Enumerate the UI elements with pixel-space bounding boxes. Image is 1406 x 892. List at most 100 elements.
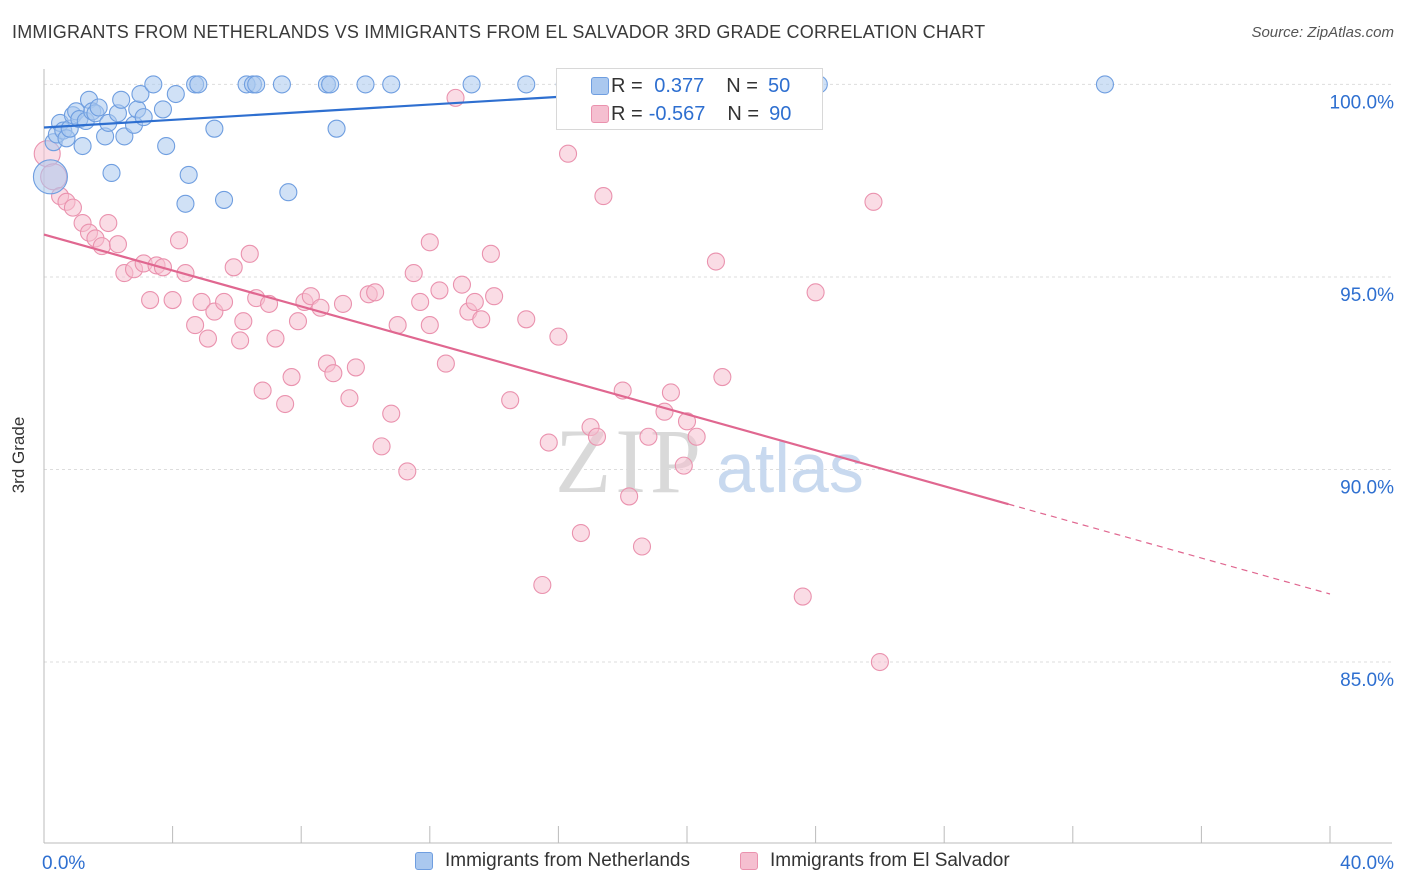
y-tick-labels: 100.0% 95.0% 90.0% 85.0% [1330, 92, 1395, 691]
stats-row-netherlands: R = 0.377 N = 50 [591, 72, 790, 100]
y-tick-label: 95.0% [1340, 285, 1394, 306]
n-label: N = [727, 102, 760, 125]
netherlands-point [176, 194, 195, 213]
el-salvador-point [141, 290, 160, 310]
el-salvador-point [214, 292, 234, 312]
netherlands-point [1095, 75, 1114, 94]
legend-swatch-blue [415, 852, 433, 870]
el-salvador-point [324, 364, 343, 383]
legend-label: Immigrants from El Salvador [770, 850, 1010, 871]
el-salvador-point [632, 537, 652, 556]
el-salvador-point [276, 394, 295, 414]
netherlands-point [166, 84, 185, 104]
stats-swatch-blue [591, 77, 609, 95]
netherlands-point [102, 163, 121, 183]
netherlands-point [115, 127, 134, 146]
el-salvador-point [420, 316, 439, 335]
x-tick-label-0: 0.0% [42, 853, 86, 874]
el-salvador-point [517, 310, 536, 329]
el-salvador-point [282, 368, 301, 387]
el-salvador-point [398, 462, 417, 481]
el-salvador-point [411, 292, 430, 312]
series-netherlands-points [32, 75, 1114, 213]
el-salvador-point [571, 523, 590, 543]
y-tick-label: 85.0% [1340, 670, 1394, 691]
el-salvador-point [639, 427, 658, 446]
netherlands-point [32, 159, 68, 195]
el-salvador-point [587, 427, 607, 446]
netherlands-point [517, 75, 536, 94]
legend-item-el-salvador[interactable]: Immigrants from El Salvador [740, 850, 1010, 872]
netherlands-point [134, 108, 153, 127]
netherlands-point [214, 190, 234, 209]
x-tick-label-40: 40.0% [1340, 853, 1394, 874]
netherlands-point [144, 75, 163, 94]
netherlands-point [247, 75, 266, 94]
el-salvador-point [677, 412, 697, 431]
legend-item-netherlands[interactable]: Immigrants from Netherlands [415, 850, 690, 872]
el-salvador-point [661, 383, 680, 402]
el-salvador-point [713, 368, 732, 387]
netherlands-point [157, 136, 176, 156]
el-salvador-trend-extension [1008, 503, 1331, 595]
el-salvador-point [806, 283, 825, 302]
correlation-stats-box: R = 0.377 N = 50 R = -0.567 N = 90 [556, 68, 823, 130]
el-salvador-point [382, 404, 401, 423]
el-salvador-point [404, 264, 423, 283]
netherlands-point [153, 100, 173, 119]
el-salvador-point [533, 575, 552, 595]
netherlands-point [321, 75, 340, 94]
el-salvador-point [472, 310, 491, 329]
el-salvador-point [706, 252, 725, 271]
stats-swatch-pink [591, 105, 609, 123]
el-salvador-point [231, 331, 250, 350]
n-label: N = [726, 74, 758, 97]
el-salvador-point [288, 312, 308, 331]
el-salvador-point [481, 244, 500, 263]
el-salvador-point [549, 327, 568, 346]
el-salvador-point [333, 294, 353, 313]
netherlands-point [73, 136, 92, 156]
netherlands-point [272, 75, 291, 94]
el-salvador-point [301, 287, 320, 306]
el-salvador-point [594, 187, 613, 206]
el-salvador-point [340, 389, 359, 408]
el-salvador-point [501, 391, 520, 410]
el-salvador-point [620, 487, 639, 506]
el-salvador-point [234, 312, 253, 331]
y-axis-label: 3rd Grade [9, 416, 28, 494]
r-value: 0.377 [648, 74, 705, 97]
el-salvador-point [108, 235, 127, 254]
el-salvador-point [539, 433, 558, 452]
legend-label: Immigrants from Netherlands [445, 850, 690, 871]
el-salvador-point [372, 437, 391, 456]
axes [43, 69, 1392, 844]
el-salvador-point [366, 283, 385, 302]
el-salvador-point [169, 231, 189, 250]
el-salvador-point [253, 381, 272, 400]
netherlands-point [112, 90, 131, 109]
el-salvador-point [163, 290, 182, 310]
el-salvador-point [186, 316, 205, 335]
el-salvador-point [63, 198, 82, 217]
el-salvador-point [240, 244, 259, 263]
el-salvador-point [346, 358, 365, 377]
r-label: R = [611, 102, 643, 125]
netherlands-point [382, 75, 401, 94]
legend-swatch-pink [740, 852, 758, 870]
r-label: R = [611, 74, 643, 97]
el-salvador-point [864, 192, 883, 211]
r-value: -0.567 [648, 102, 706, 125]
stats-row-el-salvador: R = -0.567 N = 90 [591, 100, 791, 128]
el-salvador-point [465, 292, 484, 312]
chart-title: IMMIGRANTS FROM NETHERLANDS VS IMMIGRANT… [12, 22, 986, 42]
el-salvador-point [430, 281, 449, 300]
netherlands-point [279, 183, 298, 202]
el-salvador-point [674, 456, 693, 475]
netherlands-point [131, 84, 150, 104]
netherlands-point [205, 119, 224, 138]
chart-legend: Immigrants from Netherlands Immigrants f… [0, 850, 1406, 880]
netherlands-point [462, 75, 481, 94]
netherlands-point [89, 98, 108, 117]
netherlands-point [356, 75, 375, 94]
